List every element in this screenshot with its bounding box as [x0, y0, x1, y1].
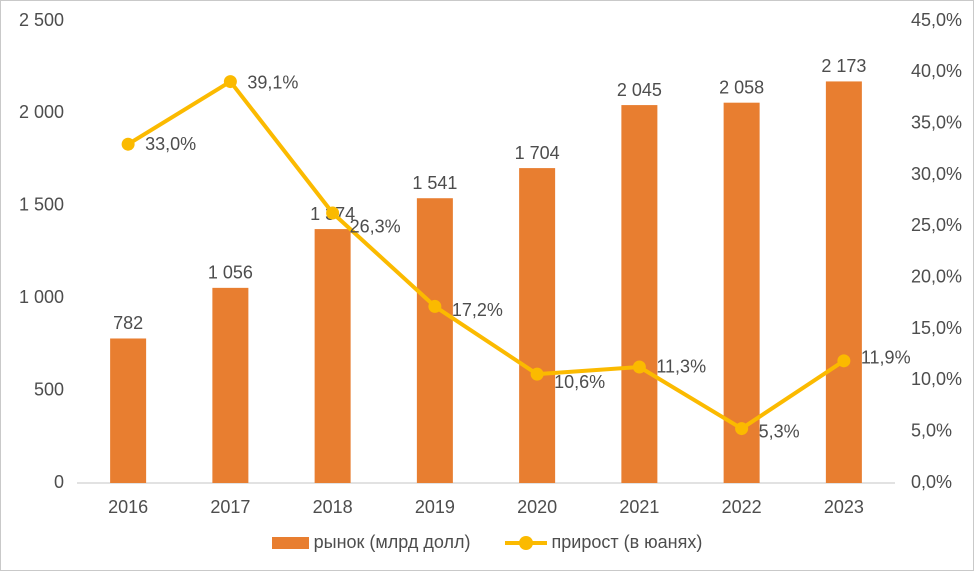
bar-2017: [212, 287, 249, 483]
line-series-swatch: [504, 535, 547, 550]
line-point-label: 5,3%: [759, 421, 800, 441]
bar-2016: [110, 338, 147, 483]
bar-value-label: 1 056: [208, 263, 253, 283]
line-point-2020: [530, 367, 544, 381]
line-point-2023: [837, 354, 851, 368]
left-axis-tick-label: 1 500: [19, 195, 64, 215]
right-axis-tick-label: 15,0%: [911, 318, 962, 338]
line-point-2018: [326, 206, 340, 220]
legend-item-market: рынок (млрд долл): [271, 532, 471, 553]
line-point-label: 33,0%: [145, 134, 196, 154]
legend-item-growth: прирост (в юанях): [504, 532, 703, 553]
bar-2020: [519, 168, 556, 483]
line-point-2019: [428, 299, 442, 313]
left-axis-tick-label: 1 000: [19, 287, 64, 307]
legend-label-growth: прирост (в юанях): [551, 532, 703, 552]
line-point-2021: [632, 360, 646, 374]
line-point-2017: [223, 75, 237, 89]
line-point-2022: [735, 422, 749, 436]
x-axis-label: 2023: [824, 497, 864, 517]
bar-value-label: 1 541: [412, 173, 457, 193]
bar-2021: [621, 105, 658, 484]
left-axis-tick-label: 500: [34, 379, 64, 399]
x-axis-label: 2020: [517, 497, 557, 517]
line-point-label: 39,1%: [247, 72, 298, 92]
left-axis-tick-label: 0: [54, 472, 64, 492]
legend-label-market: рынок (млрд долл): [313, 532, 471, 552]
left-axis-tick-label: 2 000: [19, 102, 64, 122]
bar-value-label: 2 045: [617, 80, 662, 100]
x-axis-label: 2021: [619, 497, 659, 517]
line-point-2016: [121, 137, 135, 151]
right-axis-tick-label: 30,0%: [911, 164, 962, 184]
x-axis-label: 2017: [210, 497, 250, 517]
x-axis-label: 2019: [415, 497, 455, 517]
bar-2019: [416, 198, 453, 483]
x-axis-label: 2016: [108, 497, 148, 517]
bar-series-swatch: [271, 536, 309, 549]
line-point-label: 11,9%: [861, 348, 911, 368]
right-axis-tick-label: 25,0%: [911, 215, 962, 235]
right-axis-tick-label: 10,0%: [911, 369, 962, 389]
line-point-label: 10,6%: [554, 372, 605, 392]
chart-legend: рынок (млрд долл) прирост (в юанях): [1, 532, 973, 553]
right-axis-tick-label: 35,0%: [911, 112, 962, 132]
bar-value-label: 2 173: [821, 56, 866, 76]
line-point-label: 11,3%: [656, 357, 706, 377]
line-point-label: 17,2%: [452, 300, 503, 320]
bar-value-label: 2 058: [719, 77, 764, 97]
x-axis-label: 2022: [722, 497, 762, 517]
right-axis-tick-label: 45,0%: [911, 10, 962, 30]
left-axis-tick-label: 2 500: [19, 10, 64, 30]
right-axis-tick-label: 40,0%: [911, 61, 962, 81]
line-series: [126, 79, 846, 431]
bar-value-label: 1 704: [515, 143, 560, 163]
bar-2023: [825, 81, 862, 484]
bar-2018: [314, 229, 351, 483]
right-axis-tick-label: 0,0%: [911, 472, 952, 492]
line-point-label: 26,3%: [350, 217, 401, 237]
line-marker-icon: [518, 535, 533, 550]
bar-value-label: 782: [113, 313, 143, 333]
right-axis-tick-label: 5,0%: [911, 420, 952, 440]
x-axis-label: 2018: [313, 497, 353, 517]
right-axis-tick-label: 20,0%: [911, 266, 962, 286]
